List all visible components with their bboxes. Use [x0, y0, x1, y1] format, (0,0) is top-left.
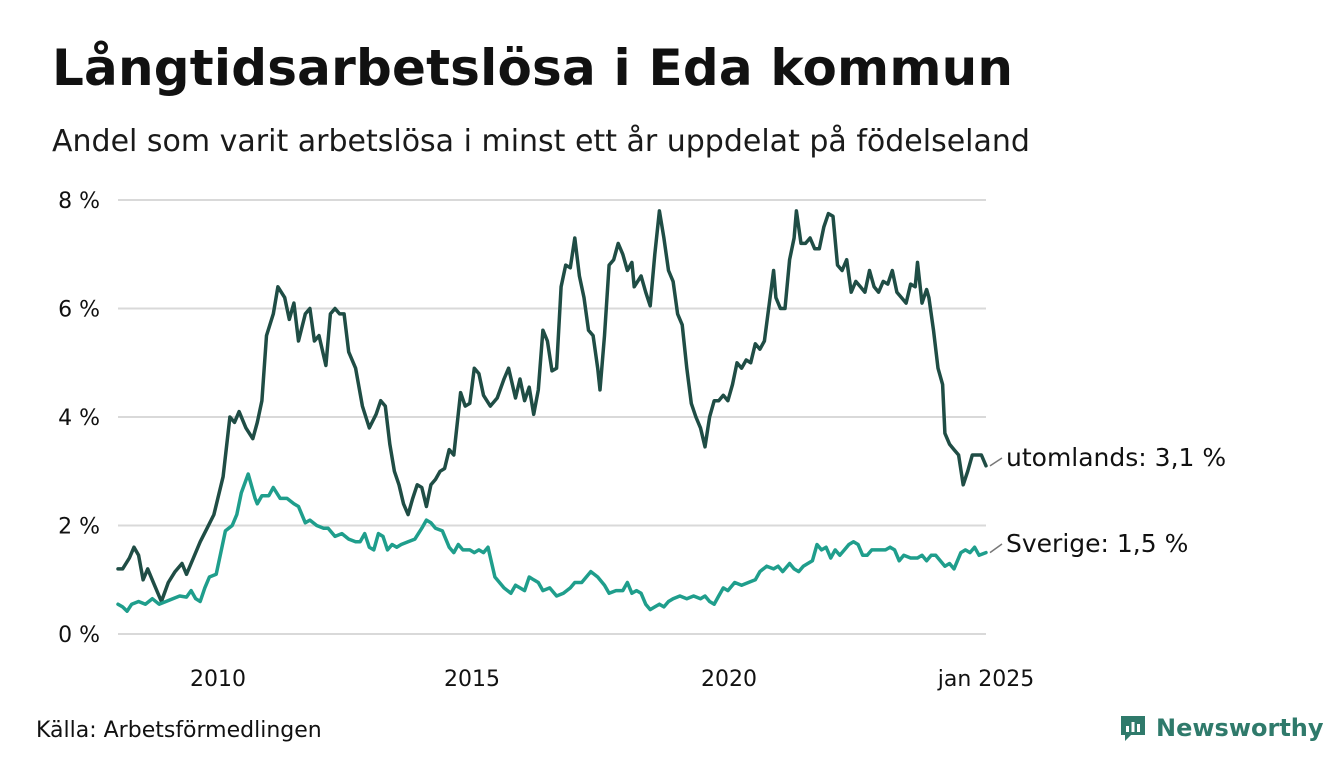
label-connector — [989, 457, 1003, 467]
x-axis-tick-labels: 2010 2015 2020 jan 2025 — [190, 667, 1034, 692]
label-connector — [989, 543, 1003, 554]
newsworthy-logo-icon — [1121, 716, 1145, 741]
gridlines — [118, 199, 986, 635]
x-tick-label: 2020 — [701, 667, 757, 692]
x-tick-label: jan 2025 — [937, 667, 1035, 692]
x-tick-label: 2015 — [444, 667, 500, 692]
y-axis-tick-labels: 0 % 2 % 4 % 6 % 8 % — [58, 189, 100, 648]
chart-subtitle: Andel som varit arbetslösa i minst ett å… — [52, 124, 1030, 159]
brand-logo: Newsworthy — [1118, 713, 1324, 743]
series-lines — [116, 209, 988, 613]
y-tick-label: 4 % — [58, 406, 100, 431]
end-label-utomlands: utomlands: 3,1 % — [1006, 443, 1226, 472]
y-tick-label: 8 % — [58, 189, 100, 214]
end-label-sverige: Sverige: 1,5 % — [1006, 529, 1188, 558]
y-tick-label: 0 % — [58, 623, 100, 648]
source-note: Källa: Arbetsförmedlingen — [36, 718, 322, 743]
brand-name: Newsworthy — [1156, 714, 1324, 742]
chart-title: Långtidsarbetslösa i Eda kommun — [52, 39, 1014, 97]
series-end-labels: utomlands: 3,1 % Sverige: 1,5 % — [989, 443, 1226, 558]
series-line-sverige — [116, 472, 988, 613]
x-tick-label: 2010 — [190, 667, 246, 692]
series-line-utomlands — [116, 209, 988, 604]
y-tick-label: 2 % — [58, 515, 100, 540]
y-tick-label: 6 % — [58, 298, 100, 323]
